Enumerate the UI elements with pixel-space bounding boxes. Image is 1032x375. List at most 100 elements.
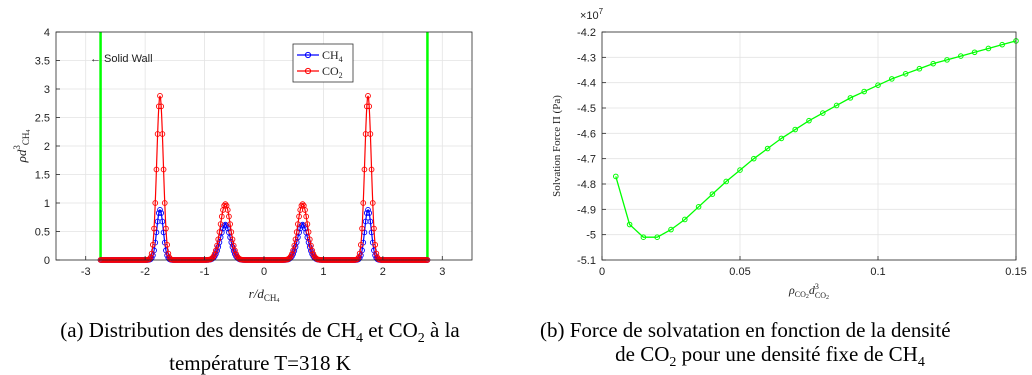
y-tick-label: -4.4 (577, 78, 596, 90)
x-tick-label: -1 (200, 266, 210, 278)
solid-wall-annotation: ← Solid Wall (90, 53, 153, 65)
legend-co2-label: CO2 (322, 64, 343, 80)
density-marker (218, 213, 225, 220)
solvation-force-point (833, 102, 840, 109)
density-marker (228, 229, 235, 235)
density-marker (227, 221, 233, 227)
density-marker (221, 222, 228, 229)
density-marker (159, 218, 166, 225)
y-tick-label: 1 (44, 198, 50, 210)
y-tick-label: -4.7 (577, 154, 596, 166)
density-marker (306, 236, 313, 243)
density-marker (215, 236, 222, 243)
y-tick-label: 2 (44, 141, 50, 153)
density-marker (360, 200, 367, 206)
density-marker (300, 222, 307, 229)
density-marker (367, 218, 374, 225)
density-marker (363, 210, 370, 216)
caption-a-line-1: (a) Distribution des densités de CH4 et … (60, 318, 460, 347)
density-marker (365, 206, 371, 213)
panel-b-x-axis-label: ρCO2d3 CO2 (788, 282, 829, 301)
solvation-force-point (778, 135, 785, 142)
solvation-force-point (820, 110, 826, 116)
y-tick-label: -4.8 (577, 179, 596, 191)
density-marker (216, 229, 223, 235)
solvation-force-point (723, 178, 730, 185)
density-marker (369, 200, 376, 206)
solvation-force-point (847, 95, 854, 101)
y-tick-label: 0.5 (35, 227, 50, 239)
density-marker (161, 200, 168, 206)
density-marker (158, 103, 165, 110)
density-marker (366, 210, 373, 216)
x-tick-label: 0.1 (870, 266, 885, 278)
solvation-force-point (626, 221, 633, 228)
legend-box (292, 43, 354, 83)
density-marker (152, 200, 159, 206)
y-tick-label: -4.6 (577, 128, 596, 140)
density-marker (165, 250, 172, 257)
density-marker (298, 222, 305, 229)
density-marker (211, 251, 218, 257)
density-marker (148, 250, 155, 257)
panel-a-x-axis-label: r/dCH4 (249, 286, 280, 304)
solvation-force-point (889, 76, 895, 82)
density-marker (146, 256, 153, 263)
density-marker (158, 210, 165, 216)
x-tick-label: -2 (140, 266, 150, 278)
density-marker (229, 236, 236, 243)
density-marker (365, 92, 371, 99)
solvation-force-point (902, 71, 909, 77)
density-marker (164, 241, 170, 248)
density-marker (291, 242, 298, 249)
density-marker (223, 222, 230, 229)
panel-a-annotation: ← Solid Wall (90, 53, 153, 65)
y-tick-label: 4 (44, 27, 50, 39)
solvation-force-point (751, 155, 757, 162)
y-tick-label: 3 (44, 84, 50, 96)
x-tick-label: 3 (439, 266, 445, 278)
solvation-force-point (806, 117, 812, 124)
y-tick-label: -5.1 (577, 255, 596, 267)
legend-ch4-marker (304, 51, 312, 59)
solvation-force-point (875, 82, 881, 88)
x-tick-label: -3 (81, 266, 91, 278)
density-marker (286, 255, 293, 261)
density-marker (304, 221, 311, 227)
x-tick-label: 0 (599, 266, 605, 278)
y-tick-label: 1.5 (35, 170, 50, 182)
density-marker (359, 225, 365, 232)
x-tick-label: 1 (320, 266, 326, 278)
solvation-force-point (682, 216, 688, 223)
y-tick-label: 2.5 (35, 113, 50, 125)
density-marker (163, 225, 169, 232)
solvation-force-point (861, 88, 868, 95)
density-marker (293, 229, 300, 235)
density-marker (303, 213, 310, 220)
density-marker (151, 225, 157, 232)
density-marker (366, 103, 373, 110)
density-marker (157, 92, 163, 99)
y-tick-label: 3.5 (35, 56, 50, 68)
density-marker (159, 131, 166, 137)
density-marker (305, 229, 312, 235)
density-marker (363, 103, 370, 110)
panel-b-chart: 0 0.05 0.1 0.15 -5.1 -5 -4.9 -4.8 -4.7 -4.6 -4.5 -4… (551, 7, 1027, 301)
density-marker (356, 250, 363, 257)
density-marker (373, 250, 380, 257)
density-marker (226, 213, 232, 220)
y-tick-label: -4.5 (577, 103, 596, 115)
solvation-force-point (764, 145, 771, 152)
y-tick-label: 0 (44, 255, 50, 267)
panel-a-legend: CH4 CO2 (292, 43, 354, 83)
panel-b-frame (601, 31, 1017, 261)
x-tick-label: 2 (380, 266, 386, 278)
density-marker (298, 202, 305, 209)
y-tick-label: -5 (586, 230, 596, 242)
solvation-force-point (737, 167, 743, 173)
panel-b-ticks: 0 0.05 0.1 0.15 -5.1 -5 -4.9 -4.8 -4.7 -4.6 -4.5 -4… (577, 27, 1027, 278)
y-tick-label: -4.2 (577, 27, 596, 39)
density-marker (358, 241, 364, 248)
x-tick-label: 0.05 (729, 266, 750, 278)
density-marker (372, 241, 378, 248)
